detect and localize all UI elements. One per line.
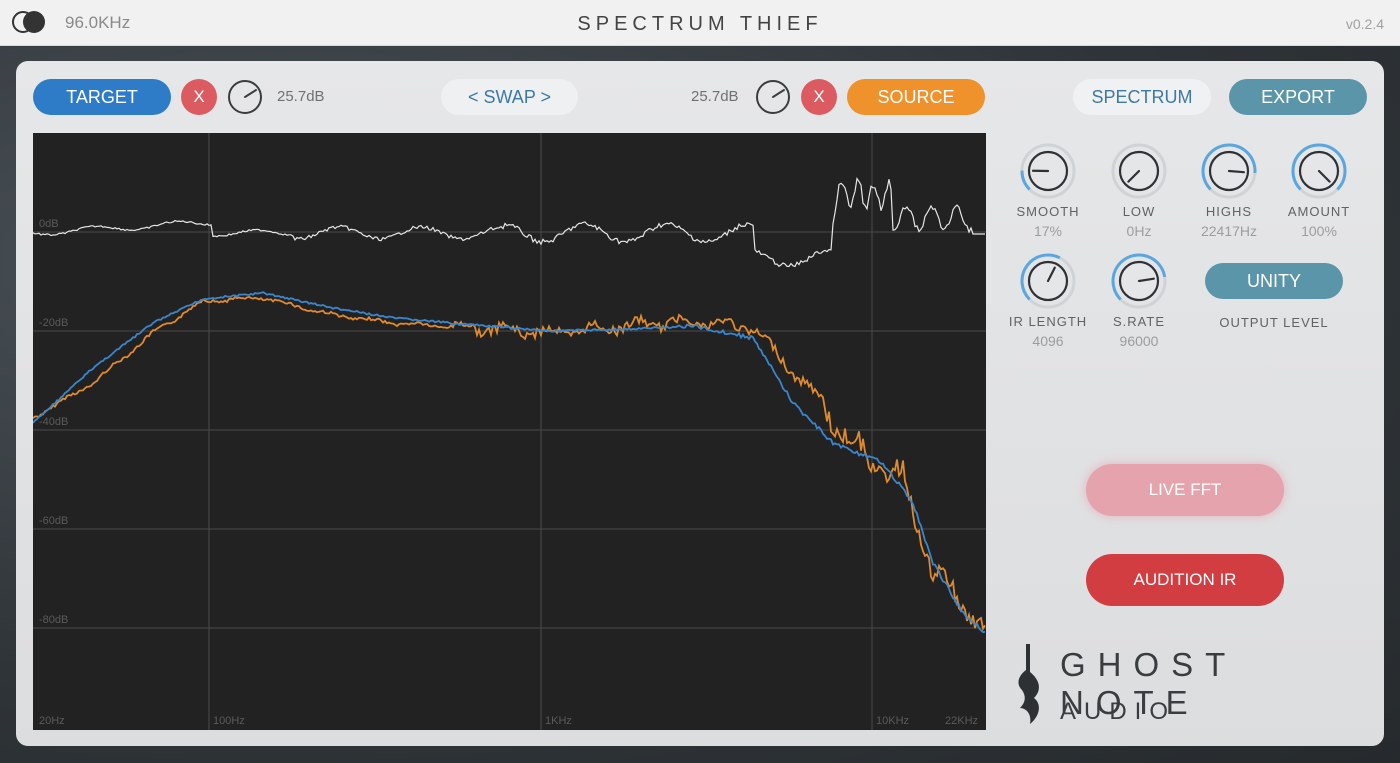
app-logo-icon (12, 11, 54, 37)
source-button[interactable]: SOURCE (847, 79, 985, 115)
knob-label: IR LENGTH (1008, 314, 1088, 329)
knob-value: 4096 (1032, 333, 1064, 349)
freq-tick-label: 22KHz (945, 715, 978, 727)
version-label: v0.2.4 (1345, 16, 1384, 32)
spectrum-button[interactable]: SPECTRUM (1073, 79, 1211, 115)
brand-name: GHOST NOTE (1060, 646, 1237, 721)
knob-label: HIGHS (1205, 204, 1253, 219)
audition-ir-button[interactable]: AUDITION IR (1086, 554, 1284, 606)
db-tick-label: -40dB (39, 416, 68, 428)
title-bar: 96.0KHz SPECTRUM THIEF v0.2.4 (0, 0, 1400, 46)
target-button[interactable]: TARGET (33, 79, 171, 115)
freq-tick-label: 10KHz (876, 715, 909, 727)
app-title: SPECTRUM THIEF (577, 13, 823, 35)
source-remove-button[interactable]: X (801, 79, 837, 115)
knob-ir-length[interactable] (1019, 252, 1077, 310)
source-curve (33, 295, 986, 632)
knob-label: LOW (1122, 204, 1156, 219)
live-fft-button[interactable]: LIVE FFT (1086, 464, 1284, 516)
output-level-label: OUTPUT LEVEL (1219, 315, 1329, 330)
db-tick-label: -80dB (39, 614, 68, 626)
target-gain-value: 25.7dB (277, 88, 325, 105)
db-tick-label: -20dB (39, 317, 68, 329)
brand-logo: GHOST NOTE AUDIO (1012, 640, 1372, 730)
knob-amount[interactable] (1290, 142, 1348, 200)
knob-label: SMOOTH (1016, 204, 1080, 219)
target-curve (33, 291, 986, 634)
spectrum-plot[interactable]: 0dB -20dB -40dB -60dB -80dB 20Hz 100Hz 1KHz 10KH… (33, 133, 986, 730)
knob-value: 17% (1033, 223, 1063, 239)
knob-label: S.RATE (1113, 314, 1165, 329)
source-gain-value: 25.7dB (691, 88, 739, 105)
freq-tick-label: 100Hz (213, 715, 245, 727)
knob-low[interactable] (1110, 142, 1168, 200)
freq-tick-label: 20Hz (39, 715, 65, 727)
knob-highs[interactable] (1200, 142, 1258, 200)
export-button[interactable]: EXPORT (1229, 79, 1367, 115)
brand-subname: AUDIO (1060, 698, 1177, 725)
db-tick-label: 0dB (39, 218, 59, 230)
sample-rate-readout: 96.0KHz (65, 13, 131, 32)
ghost-note-logo-icon (1018, 644, 1039, 724)
difference-curve (33, 176, 985, 268)
knob-value: 100% (1301, 223, 1337, 239)
knob-value: 0Hz (1126, 223, 1152, 239)
knob-label: AMOUNT (1287, 204, 1351, 219)
knob-value: 22417Hz (1200, 223, 1258, 239)
db-tick-label: -60dB (39, 515, 68, 527)
target-gain-knob[interactable] (227, 79, 263, 115)
spectrum-plot-svg: 0dB -20dB -40dB -60dB -80dB 20Hz 100Hz 1KHz 10KH… (33, 133, 986, 730)
target-remove-button[interactable]: X (181, 79, 217, 115)
knob-smooth[interactable] (1019, 142, 1077, 200)
knob-s-rate[interactable] (1110, 252, 1168, 310)
swap-button[interactable]: < SWAP > (441, 79, 578, 115)
unity-button[interactable]: UNITY (1205, 263, 1343, 299)
knob-value: 96000 (1119, 333, 1159, 349)
source-gain-knob[interactable] (755, 79, 791, 115)
freq-tick-label: 1KHz (545, 715, 572, 727)
